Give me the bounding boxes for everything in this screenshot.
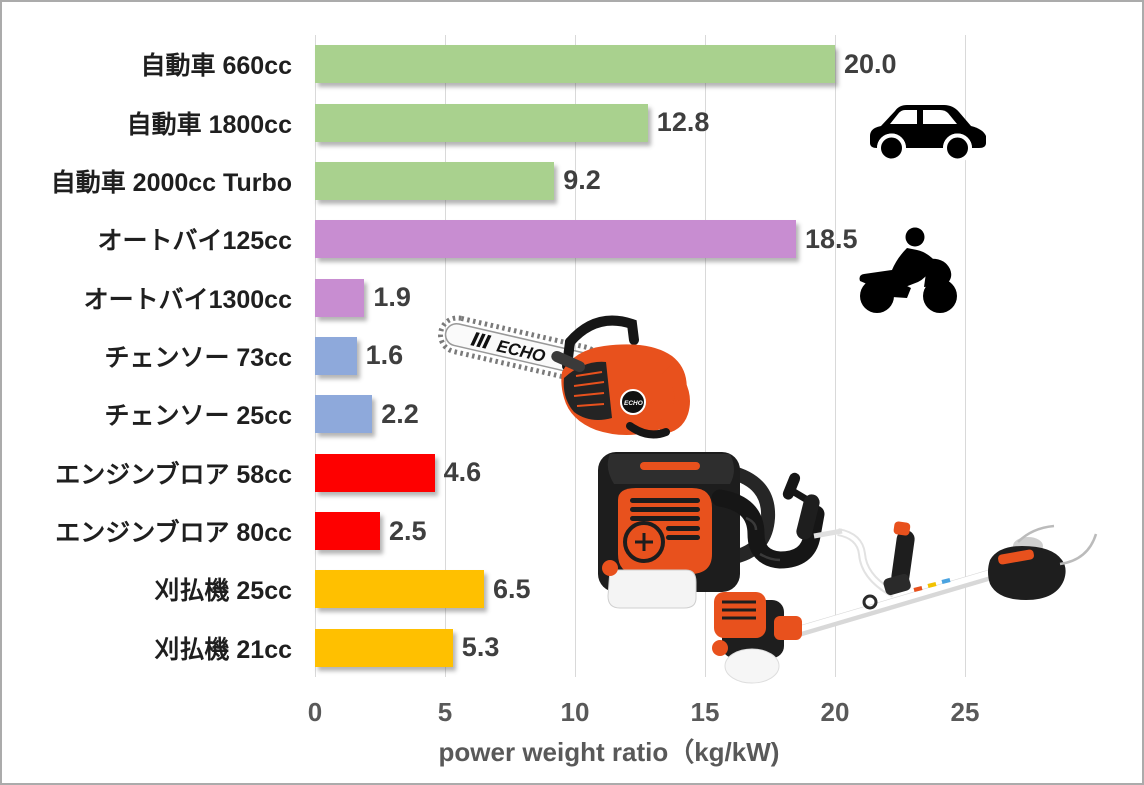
- x-tick-label: 25: [950, 697, 980, 727]
- bar: [315, 161, 555, 200]
- bar-row: 自動車 2000cc Turbo 9.2: [2, 152, 1142, 210]
- value-label: 1.6: [365, 340, 404, 371]
- category-label: オートバイ1300cc: [83, 285, 292, 314]
- bar-row: オートバイ1300cc 1.9: [2, 268, 1142, 326]
- category-label: チェンソー 25cc: [104, 402, 292, 431]
- motorcycle-icon: [854, 224, 966, 318]
- bar-row: チェンソー 73cc 1.6: [2, 327, 1142, 385]
- bar: [315, 512, 380, 551]
- value-label: 20.0: [844, 48, 897, 79]
- category-label: 自動車 1800cc: [126, 110, 292, 139]
- backpack-blower-photo: [580, 442, 828, 614]
- category-label: チェンソー 73cc: [104, 343, 292, 372]
- x-tick-label: 10: [560, 697, 590, 727]
- bar: [315, 628, 453, 667]
- value-label: 12.8: [656, 107, 710, 138]
- chainsaw-body-brand-text: ECHO: [624, 400, 643, 407]
- category-label: 刈払機 21cc: [154, 635, 292, 664]
- bar-row: エンジンブロア 58cc 4.6: [2, 444, 1142, 502]
- value-label: 4.6: [443, 457, 482, 488]
- category-label: エンジンブロア 80cc: [55, 519, 292, 548]
- gridline: [705, 35, 706, 677]
- bar-row: チェンソー 25cc 2.2: [2, 385, 1142, 443]
- bar-row: エンジンブロア 80cc 2.5: [2, 502, 1142, 560]
- value-label: 9.2: [563, 165, 601, 196]
- x-tick-label: 0: [307, 697, 323, 727]
- category-label: オートバイ125cc: [97, 227, 292, 256]
- category-label: 自動車 660cc: [140, 52, 292, 81]
- x-tick-label: 5: [437, 697, 453, 727]
- value-label: 6.5: [493, 573, 531, 604]
- chainsaw-photo: ECHO ECHO: [434, 298, 696, 450]
- value-label: 1.9: [373, 282, 411, 313]
- bar: [315, 278, 365, 317]
- gridline: [965, 35, 966, 677]
- bar: [315, 103, 648, 142]
- bar: [315, 570, 484, 609]
- category-label: 刈払機 25cc: [154, 577, 292, 606]
- bar: [315, 337, 357, 375]
- value-label: 2.2: [381, 398, 419, 429]
- value-label: 18.5: [805, 223, 858, 254]
- x-axis-title: power weight ratio（kg/kW): [438, 737, 780, 767]
- bar: [315, 45, 835, 84]
- category-label: エンジンブロア 58cc: [55, 460, 292, 489]
- value-label: 5.3: [461, 632, 500, 663]
- car-icon: [860, 99, 992, 165]
- bar: [315, 395, 373, 434]
- bar-row: 刈払機 21cc 5.3: [2, 619, 1142, 677]
- value-label: 2.5: [389, 515, 427, 546]
- bar-row: 刈払機 25cc 6.5: [2, 560, 1142, 618]
- x-tick-label: 15: [690, 697, 720, 727]
- bar-row: オートバイ125cc 18.5: [2, 210, 1142, 268]
- gridline: [445, 35, 446, 677]
- category-label: 自動車 2000cc Turbo: [50, 168, 292, 197]
- gridline: [835, 35, 836, 677]
- x-tick-label: 20: [820, 697, 850, 727]
- bar: [315, 220, 796, 259]
- bar-row: 自動車 1800cc 12.8: [2, 93, 1142, 151]
- bar-row: 自動車 660cc 20.0: [2, 35, 1142, 93]
- bar: [315, 453, 435, 492]
- brush-cutter-photo: [698, 468, 1110, 694]
